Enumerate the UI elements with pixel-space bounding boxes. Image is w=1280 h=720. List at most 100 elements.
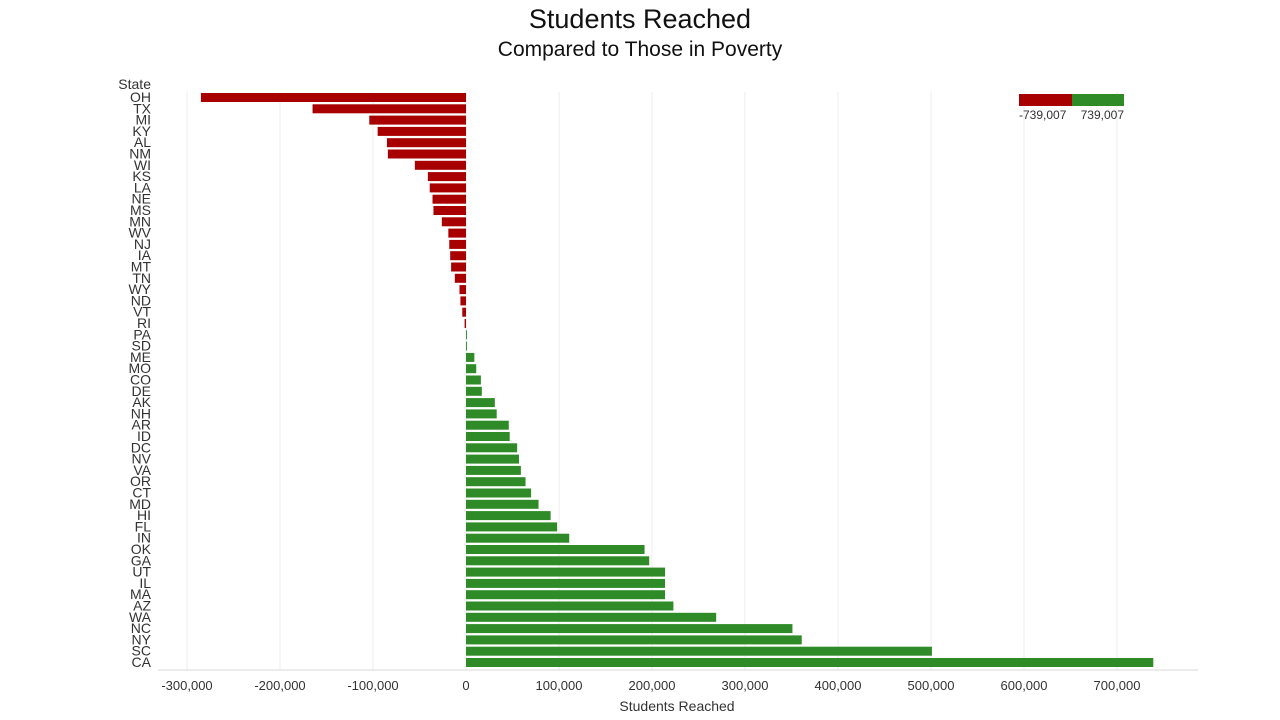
bar-fl [466,522,558,532]
state-label: ID [137,428,151,444]
state-label: DE [132,383,151,399]
state-label: IN [137,530,151,546]
bar-me [466,352,475,362]
legend-positive-swatch [1072,94,1124,106]
state-label: OK [131,541,152,557]
state-label: MN [129,213,151,229]
state-label: IA [138,247,152,263]
bar-ok [466,545,645,554]
bar-mi [369,115,466,125]
state-label: WA [129,609,152,625]
bar-de [466,386,482,396]
state-label: NM [129,146,151,162]
bar-mn [441,217,466,227]
state-label: NE [132,191,151,207]
bar-az [466,601,674,611]
state-label: GA [131,552,152,568]
state-label: LA [134,179,152,195]
bar-nv [466,454,520,464]
bar-pa [466,330,467,340]
x-tick-label: -100,000 [347,678,398,693]
bar-co [466,375,481,385]
state-label: MD [129,496,151,512]
state-label: MI [135,112,151,128]
state-label: VT [133,304,151,320]
bar-wi [414,160,466,170]
bar-ms [433,206,466,215]
x-tick-label: 600,000 [1001,678,1048,693]
bar-wa [466,612,717,622]
chart-title: Students Reached [528,4,752,34]
state-label: KY [132,123,151,139]
bar-va [466,465,521,475]
bar-or [466,477,526,487]
x-tick-label: 0 [462,678,469,693]
x-tick-label: 300,000 [722,678,769,693]
bar-wv [448,228,466,238]
legend-min-label: -739,007 [1019,108,1067,122]
bar-ny [466,635,802,645]
bar-ky [377,126,466,136]
bar-nj [449,239,466,249]
bar-ca [466,658,1154,667]
x-tick-label: 700,000 [1094,678,1141,693]
state-label: IL [139,575,151,591]
state-label: NC [131,620,151,636]
bar-mt [451,262,466,272]
bar-ne [432,194,466,204]
bar-nh [466,409,497,419]
state-label: PA [133,326,151,342]
state-label: SC [132,643,151,659]
bar-oh [200,93,466,102]
state-label: AL [134,134,151,150]
state-label: SD [132,338,151,354]
x-tick-label: 100,000 [536,678,583,693]
state-label: VA [133,462,151,478]
y-axis-label: State [118,76,151,92]
bar-ak [466,398,495,408]
bar-tn [454,273,466,283]
state-label: TX [133,100,152,116]
state-label: OR [130,473,151,489]
x-axis-label: Students Reached [619,698,734,714]
state-label: AZ [133,598,151,614]
state-label: NH [131,405,151,421]
bar-wy [459,285,466,295]
color-legend: -739,007 739,007 [1019,94,1124,122]
state-label: TN [132,270,151,286]
bar-vt [462,307,466,317]
x-tick-label: 400,000 [815,678,862,693]
state-label: MT [131,259,152,275]
legend-negative-swatch [1019,94,1072,106]
state-label: FL [135,518,152,534]
state-label: CT [132,485,151,501]
state-label: DC [131,439,151,455]
bar-ma [466,590,666,600]
bar-sd [466,341,467,351]
state-label: WI [134,157,151,173]
bar-in [466,533,570,543]
x-tick-labels: -300,000 -200,000 -100,000 0 100,000 200,000 3… [161,678,1140,693]
state-label: MS [130,202,151,218]
bar-ia [450,251,466,261]
state-label: HI [137,507,151,523]
bar-ga [466,556,650,566]
bar-la [429,183,466,193]
state-label: NV [132,451,152,467]
legend-max-label: 739,007 [1081,108,1125,122]
state-label: MA [130,586,152,602]
state-label: NY [132,631,152,647]
x-tick-label: 200,000 [629,678,676,693]
state-label: OH [130,89,151,105]
state-label: AK [132,394,151,410]
bars [200,93,1154,667]
state-label: NJ [134,236,151,252]
bar-tx [312,104,466,114]
bar-mo [466,364,477,374]
state-label: AR [132,417,151,433]
x-tick-label: 500,000 [908,678,955,693]
bar-md [466,499,539,509]
bar-al [386,138,466,148]
bar-nc [466,624,793,634]
